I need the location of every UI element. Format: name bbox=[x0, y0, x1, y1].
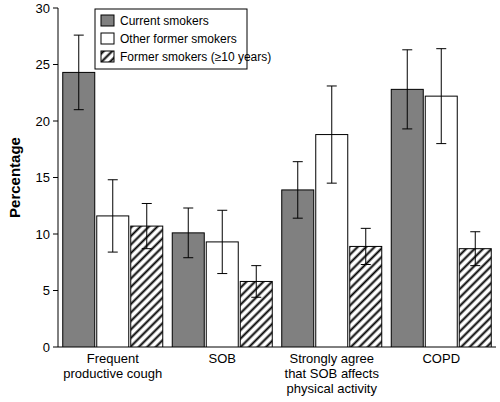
y-tick-label: 5 bbox=[43, 283, 50, 298]
legend-swatch bbox=[101, 33, 114, 44]
error-bar bbox=[436, 49, 446, 144]
bar bbox=[63, 72, 95, 347]
y-axis: 0 5 10 15 20 25 30 bbox=[36, 1, 58, 355]
error-bar bbox=[327, 86, 337, 183]
y-tick bbox=[53, 234, 58, 235]
plot-area bbox=[63, 35, 492, 347]
y-tick-label: 15 bbox=[36, 170, 50, 185]
y-tick bbox=[53, 347, 58, 348]
error-bar bbox=[251, 266, 261, 298]
error-bar bbox=[108, 180, 118, 252]
y-tick-label: 10 bbox=[36, 227, 50, 242]
error-bar bbox=[293, 162, 303, 219]
error-bar bbox=[361, 228, 371, 264]
series bbox=[63, 35, 424, 347]
x-axis: Frequentproductive cough SOB Strongly agre… bbox=[63, 351, 460, 396]
y-axis-label: Percentage bbox=[6, 137, 23, 218]
x-tick-label: Frequentproductive cough bbox=[63, 351, 162, 381]
y-tick bbox=[53, 64, 58, 65]
legend-swatch bbox=[101, 51, 114, 62]
x-tick-label: COPD bbox=[422, 351, 460, 366]
y-tick-label: 20 bbox=[36, 114, 50, 129]
error-bar bbox=[142, 203, 152, 248]
legend: Current smokers Other former smokers Forme… bbox=[95, 9, 271, 69]
legend-swatch bbox=[101, 15, 114, 26]
legend-label: Other former smokers bbox=[120, 32, 237, 46]
legend-label: Current smokers bbox=[120, 14, 209, 28]
y-tick-label: 30 bbox=[36, 1, 50, 16]
y-tick bbox=[53, 8, 58, 9]
y-tick bbox=[53, 121, 58, 122]
chart-container: 0 5 10 15 20 25 30 Percentage Frequentproductive… bbox=[0, 0, 500, 402]
error-bar bbox=[470, 232, 480, 266]
error-bar bbox=[402, 50, 412, 129]
error-bar bbox=[183, 208, 193, 258]
y-tick-label: 25 bbox=[36, 57, 50, 72]
error-bar bbox=[217, 210, 227, 273]
y-tick-label: 0 bbox=[43, 340, 50, 355]
series bbox=[131, 203, 492, 347]
x-tick-label: SOB bbox=[209, 351, 236, 366]
error-bar bbox=[74, 35, 84, 110]
series bbox=[97, 49, 458, 347]
chart-svg: 0 5 10 15 20 25 30 Percentage Frequentproductive… bbox=[0, 0, 500, 402]
y-tick bbox=[53, 290, 58, 291]
y-tick bbox=[53, 177, 58, 178]
x-tick-label: Strongly agreethat SOB affectsphysical a… bbox=[285, 351, 380, 396]
legend-label: Former smokers (≥10 years) bbox=[120, 50, 271, 64]
